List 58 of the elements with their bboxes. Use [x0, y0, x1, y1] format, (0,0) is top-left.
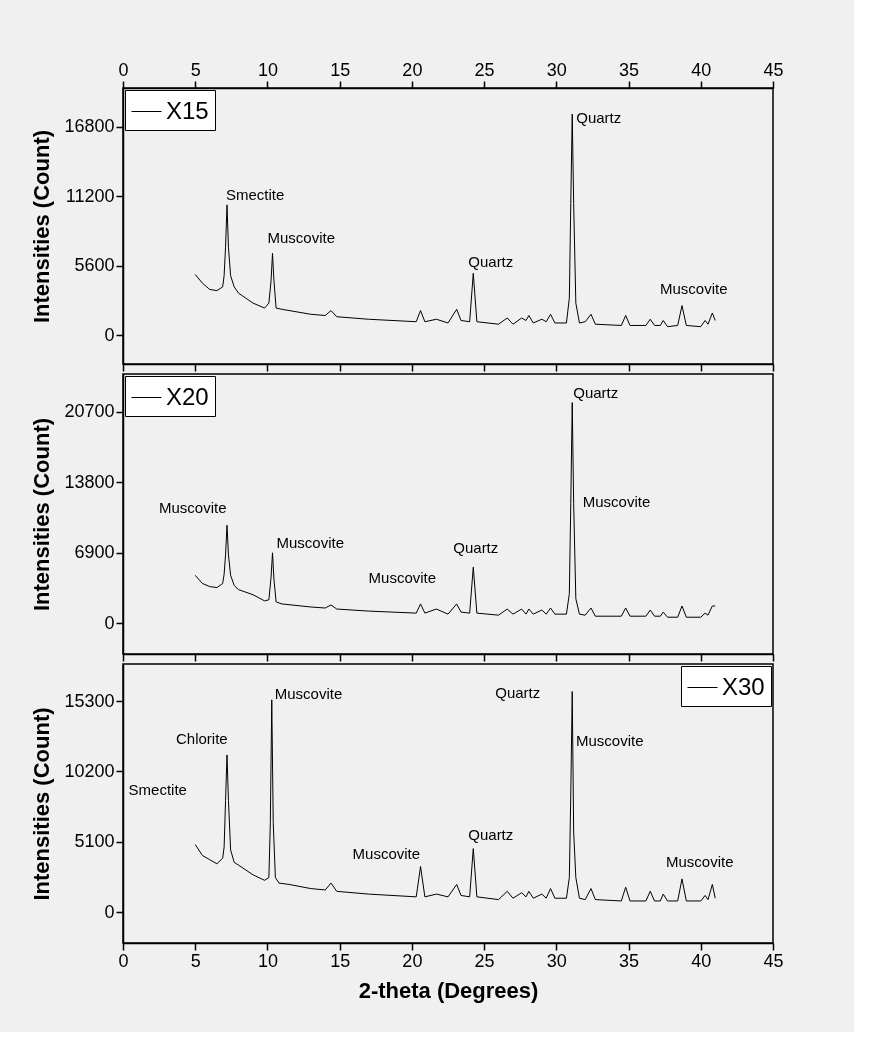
legend-label: X20 [166, 382, 209, 410]
x-axis-title: 2-theta (Degrees) [358, 977, 539, 1003]
x2-tick-label: 40 [691, 59, 712, 80]
y-tick-label: 13800 [64, 471, 115, 492]
x2-tick-label: 10 [257, 59, 278, 80]
x2-tick-label: 30 [546, 59, 567, 80]
y-tick-label: 15300 [64, 690, 115, 711]
y-tick-label: 11200 [65, 185, 115, 206]
x2-tick-label: 25 [474, 59, 495, 80]
x2-tick-label: 45 [763, 59, 784, 80]
x-tick-label: 45 [763, 950, 784, 971]
y-tick-label: 5600 [74, 255, 115, 276]
x2-tick-label: 20 [402, 59, 423, 80]
annotation: Muscovite [159, 499, 227, 517]
y-tick-label: 0 [104, 901, 115, 922]
annotation: Quartz [576, 109, 622, 127]
y-axis-title: Intensities (Count) [29, 417, 55, 612]
x-tick-label: 5 [190, 950, 201, 971]
legend-label: X30 [722, 672, 765, 700]
annotation: Quartz [495, 683, 541, 701]
annotation: Smectite [226, 185, 285, 203]
annotation: Quartz [573, 383, 619, 401]
y-tick-label: 10200 [64, 760, 115, 781]
x2-tick-label: 5 [190, 59, 201, 80]
y-tick-label: 0 [104, 612, 115, 633]
y-tick-label: 0 [104, 324, 115, 345]
x-tick-label: 40 [691, 950, 712, 971]
annotation: Muscovite [666, 852, 734, 870]
x-tick-label: 0 [118, 950, 129, 971]
x-tick-label: 15 [330, 950, 351, 971]
annotation: Quartz [453, 539, 499, 557]
annotation: Muscovite [368, 568, 437, 586]
annotation: Muscovite [274, 684, 343, 702]
annotation: Muscovite [267, 229, 336, 247]
x-tick-label: 10 [257, 950, 278, 971]
annotation: Quartz [468, 253, 514, 271]
y-axis-title: Intensities (Count) [29, 129, 55, 324]
annotation: Muscovite [582, 492, 651, 510]
annotation: Muscovite [352, 844, 421, 862]
y-tick-label: 5100 [74, 831, 115, 852]
y-axis-title: Intensities (Count) [29, 707, 55, 901]
y-tick-label: 20700 [64, 401, 115, 422]
x-tick-label: 20 [402, 950, 423, 971]
annotation: Quartz [468, 825, 514, 843]
annotation: Muscovite [576, 732, 644, 749]
x2-tick-label: 15 [330, 59, 351, 80]
annotation: Chlorite [176, 729, 228, 747]
annotation: Muscovite [276, 533, 345, 551]
x-tick-label: 35 [619, 950, 640, 971]
y-tick-label: 6900 [74, 542, 115, 563]
x-tick-label: 30 [546, 950, 567, 971]
y-tick-label: 16800 [64, 116, 115, 137]
legend-label: X15 [166, 96, 209, 124]
x2-tick-label: 0 [118, 59, 129, 80]
annotation: Smectite [128, 781, 187, 799]
x-tick-label: 25 [474, 950, 495, 971]
annotation: Muscovite [660, 279, 728, 297]
x2-tick-label: 35 [619, 59, 640, 80]
